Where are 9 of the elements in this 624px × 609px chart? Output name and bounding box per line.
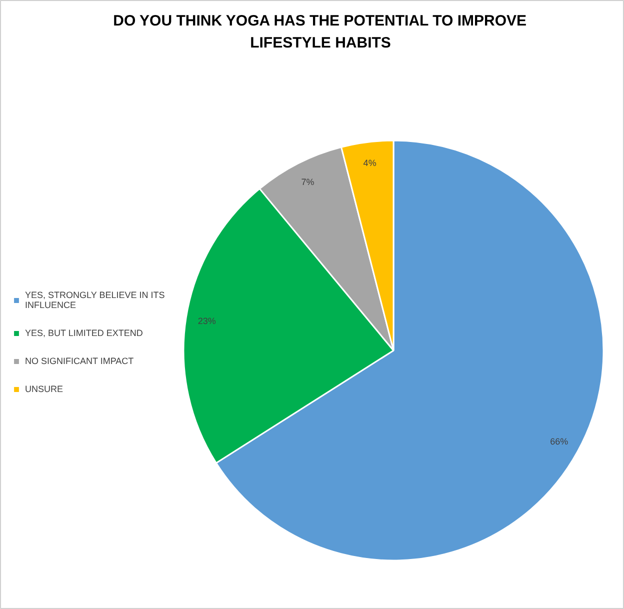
data-label: 7%	[301, 177, 314, 188]
legend-label: UNSURE	[25, 384, 64, 394]
data-label: 4%	[363, 158, 376, 168]
data-label: 66%	[550, 436, 568, 447]
legend-label: NO SIGNIFICANT IMPACT	[25, 356, 134, 366]
chart-title: DO YOU THINK YOGA HAS THE POTENTIAL TO IMPROVE LIFESTYLE HABITS	[113, 12, 527, 52]
legend-label: YES, BUT LIMITED EXTEND	[25, 328, 143, 338]
data-label: 23%	[198, 316, 216, 326]
legend-label: YES, STRONGLY BELIEVE IN ITS INFLUENCE	[25, 290, 165, 310]
